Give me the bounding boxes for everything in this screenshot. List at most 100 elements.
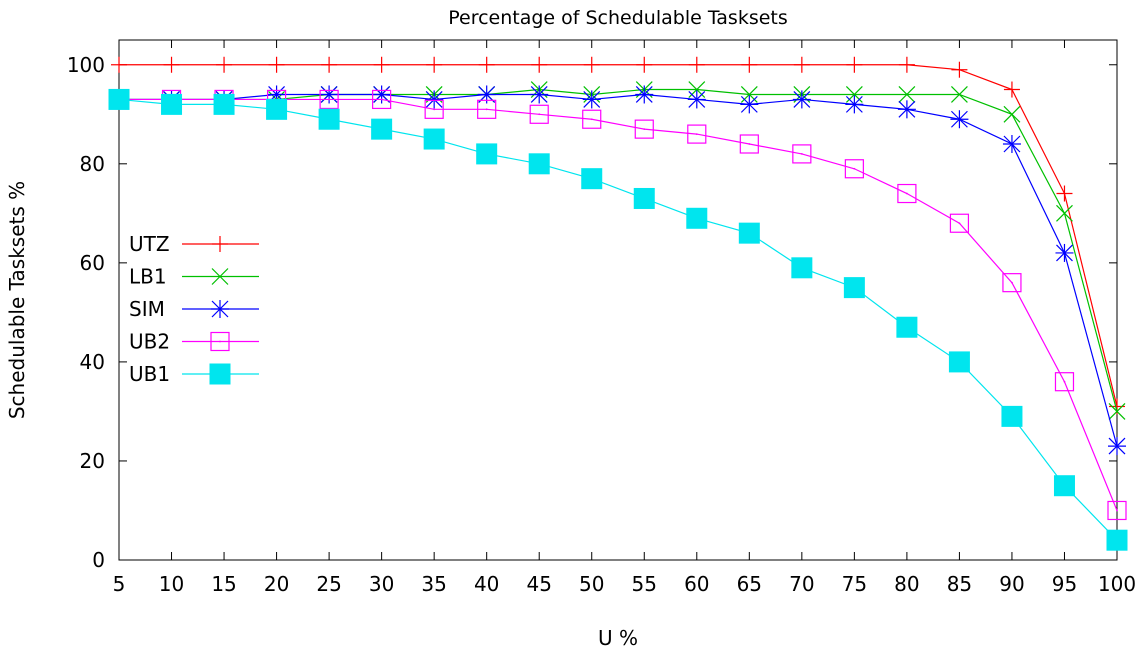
x-tick-label: 15 — [211, 572, 236, 596]
data-point-sim — [635, 85, 654, 104]
data-point-ub1 — [213, 93, 235, 115]
legend-label: UTZ — [129, 232, 170, 256]
data-point-ub1 — [318, 108, 340, 130]
legend-label: UB2 — [129, 330, 170, 354]
data-point-utz — [741, 56, 758, 73]
data-point-ub1 — [843, 277, 865, 299]
y-tick-label: 80 — [80, 152, 105, 176]
data-point-utz — [583, 56, 600, 73]
series-line-sim — [119, 93, 1118, 447]
data-point-ub2 — [844, 159, 864, 179]
data-point-ub1 — [108, 88, 130, 110]
data-point-sim — [897, 100, 916, 119]
x-axis-label: U % — [598, 626, 638, 650]
series-layer — [108, 56, 1128, 551]
data-point-utz — [111, 56, 127, 73]
data-point-ub1 — [161, 93, 183, 115]
legend-marker — [211, 268, 229, 285]
data-point-ub1 — [581, 168, 603, 190]
legend: UTZ LB1 SIM UB2 UB1 — [129, 232, 259, 386]
data-point-ub1 — [266, 98, 288, 120]
x-tick-label: 35 — [421, 572, 446, 596]
x-tick-label: 65 — [737, 572, 762, 596]
data-point-sim — [1108, 437, 1126, 456]
legend-entry-lb1: LB1 — [129, 265, 259, 289]
data-point-ub1 — [948, 351, 970, 373]
data-point-sim — [425, 90, 444, 109]
data-point-ub2 — [1002, 273, 1022, 293]
data-point-utz — [216, 56, 233, 73]
data-point-ub2 — [424, 99, 444, 119]
data-point-ub1 — [423, 128, 445, 150]
data-point-ub1 — [476, 143, 498, 165]
data-point-utz — [268, 56, 285, 73]
data-point-ub2 — [792, 144, 812, 164]
data-point-sim — [320, 85, 339, 104]
data-point-utz — [688, 56, 705, 73]
x-tick-label: 95 — [1052, 572, 1077, 596]
plot-frame — [118, 39, 1118, 561]
data-point-lb1 — [1108, 403, 1126, 420]
legend-label: LB1 — [129, 265, 167, 289]
legend-entry-sim: SIM — [129, 297, 259, 321]
x-tick-label: 40 — [474, 572, 499, 596]
y-tick-label: 20 — [80, 449, 105, 473]
data-point-sim — [792, 90, 811, 109]
x-tick-label: 30 — [369, 572, 394, 596]
data-point-ub1 — [738, 222, 760, 244]
x-tick-label: 25 — [316, 572, 341, 596]
y-axis: 0 20 40 60 80 100 — [67, 53, 1117, 572]
data-point-utz — [531, 56, 548, 73]
data-point-utz — [1003, 81, 1020, 98]
data-point-ub2 — [634, 119, 654, 139]
y-tick-label: 0 — [92, 548, 105, 572]
data-point-sim — [1055, 243, 1074, 262]
x-tick-label: 75 — [842, 572, 867, 596]
x-tick-label: 100 — [1098, 572, 1136, 596]
series-line-utz — [119, 64, 1118, 407]
legend-marker — [211, 300, 229, 318]
legend-label: SIM — [129, 297, 165, 321]
data-point-lb1 — [1003, 105, 1021, 123]
legend-entry-ub2: UB2 — [129, 330, 259, 354]
data-point-ub1 — [791, 257, 813, 279]
data-point-sim — [582, 90, 601, 109]
x-tick-label: 10 — [159, 572, 184, 596]
x-tick-label: 90 — [999, 572, 1024, 596]
data-point-ub1 — [896, 316, 918, 338]
x-tick-label: 45 — [526, 572, 551, 596]
data-point-ub1 — [1001, 405, 1023, 427]
series-line-ub2 — [119, 98, 1118, 511]
data-point-ub2 — [1107, 500, 1127, 521]
series-lb1 — [110, 81, 1126, 420]
data-point-utz — [478, 56, 495, 73]
data-point-lb1 — [898, 86, 916, 103]
data-point-ub2 — [949, 213, 970, 233]
data-point-ub1 — [1053, 475, 1075, 497]
data-point-utz — [373, 56, 390, 73]
data-point-ub1 — [633, 187, 655, 209]
series-ub1 — [108, 88, 1128, 551]
x-tick-label: 20 — [264, 572, 289, 596]
data-point-sim — [740, 95, 759, 114]
data-point-lb1 — [1056, 204, 1073, 222]
data-point-ub2 — [687, 124, 707, 144]
y-axis-label: Schedulable Tasksets % — [5, 181, 29, 419]
y-tick-label: 60 — [80, 251, 105, 275]
series-line-ub1 — [118, 98, 1118, 541]
legend-marker — [209, 363, 231, 385]
data-point-sim — [1002, 135, 1021, 153]
data-point-utz — [426, 56, 443, 73]
series-sim — [110, 85, 1126, 456]
data-point-utz — [636, 56, 653, 73]
data-point-utz — [793, 56, 810, 73]
data-point-ub1 — [686, 207, 708, 229]
x-axis: 5 10 15 20 25 30 35 40 45 50 55 60 65 70 75 80 85 90 95 100 — [113, 40, 1136, 596]
data-point-utz — [846, 56, 863, 73]
data-point-ub2 — [529, 104, 549, 124]
x-tick-label: 55 — [632, 572, 657, 596]
legend-label: UB1 — [129, 362, 170, 386]
data-point-utz — [898, 56, 915, 73]
legend-entry-ub1: UB1 — [129, 362, 259, 386]
